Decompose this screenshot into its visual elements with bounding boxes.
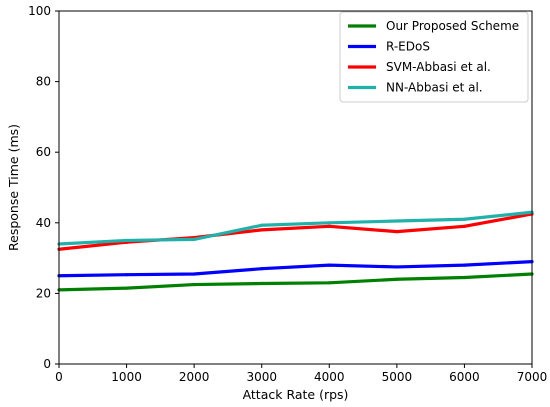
data-point xyxy=(124,238,129,243)
y-tick-label: 80 xyxy=(36,75,51,89)
x-axis-label: Attack Rate (rps) xyxy=(243,387,349,402)
data-point xyxy=(260,228,264,232)
data-point xyxy=(462,263,467,267)
legend-label: Our Proposed Scheme xyxy=(386,19,519,33)
data-point xyxy=(462,217,467,221)
x-tick-label: 7000 xyxy=(517,370,548,384)
legend-box xyxy=(339,11,529,103)
x-tick-label: 5000 xyxy=(382,370,413,384)
data-point xyxy=(327,281,331,285)
data-point xyxy=(260,281,264,286)
x-tick-label: 2000 xyxy=(179,370,210,384)
legend-label: R-EDoS xyxy=(386,40,430,54)
y-tick-label: 20 xyxy=(36,286,51,300)
data-point xyxy=(260,267,264,271)
x-axis: 0 1000 2000 3000 4000 5000 6000 7000 xyxy=(55,364,547,384)
data-point xyxy=(327,221,331,225)
series-line-2 xyxy=(58,260,533,278)
plot-frame xyxy=(58,10,533,365)
y-tick-label: 0 xyxy=(43,357,51,371)
y-tick-label: 100 xyxy=(28,4,51,18)
x-tick-label: 4000 xyxy=(314,370,345,384)
data-point xyxy=(192,237,196,241)
series-layer xyxy=(57,210,534,292)
data-point xyxy=(192,282,196,287)
data-point xyxy=(124,286,129,290)
data-point xyxy=(462,224,467,228)
data-point xyxy=(395,265,399,269)
data-point xyxy=(395,230,399,234)
y-tick-label: 40 xyxy=(36,216,51,230)
data-point xyxy=(462,275,467,280)
data-point xyxy=(327,224,331,228)
data-point xyxy=(260,223,264,227)
legend-label: SVM-Abbasi et al. xyxy=(386,60,491,74)
data-point xyxy=(327,263,331,267)
x-tick-label: 1000 xyxy=(111,370,142,384)
data-point xyxy=(395,219,399,223)
y-tick-label: 60 xyxy=(36,145,51,159)
series-line-1 xyxy=(58,272,533,292)
y-axis-label: Response Time (ms) xyxy=(6,124,21,251)
x-tick-label: 0 xyxy=(55,370,63,384)
x-tick-label: 3000 xyxy=(246,370,277,384)
series-line-4 xyxy=(58,210,533,246)
legend: Our Proposed Scheme R-EDoS SVM-Abbasi et a… xyxy=(339,11,529,103)
data-point xyxy=(395,277,399,281)
data-point xyxy=(124,273,129,277)
legend-label: NN-Abbasi et al. xyxy=(386,81,483,95)
y-axis: 0 20 40 60 80 100 xyxy=(28,4,59,371)
data-point xyxy=(192,272,196,276)
x-tick-label: 6000 xyxy=(449,370,480,384)
